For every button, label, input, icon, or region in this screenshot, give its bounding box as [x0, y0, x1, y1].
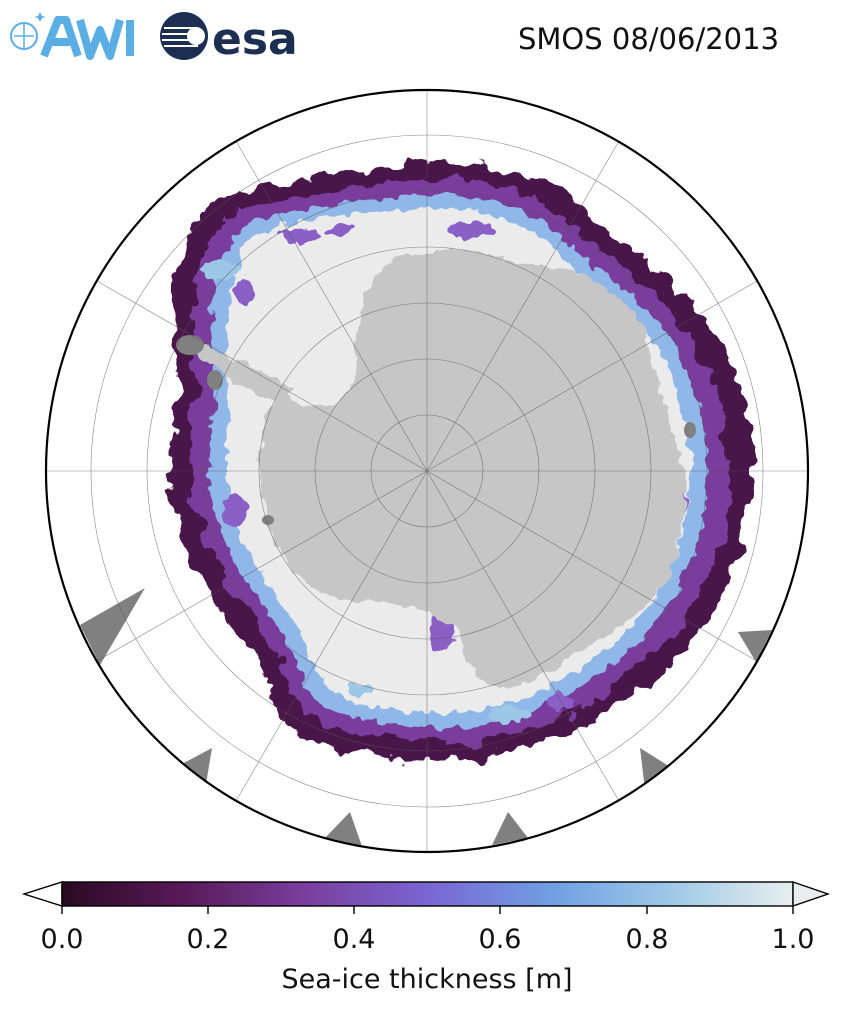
colorbar-tick-label: 0.8: [625, 924, 669, 955]
colorbar-tick-label: 0.4: [332, 924, 376, 955]
colorbar-tick-label: 0.6: [478, 924, 522, 955]
antarctica-land: [259, 249, 687, 689]
awi-logo: [10, 12, 134, 60]
graticule: [46, 90, 808, 852]
colorbar-tick-label: 0.0: [40, 924, 84, 955]
polar-map: [44, 88, 810, 854]
map-boundary: [44, 88, 810, 854]
map-title: SMOS 08/06/2013: [518, 22, 780, 56]
svg-text:esa: esa: [212, 14, 298, 62]
colorbar-tick-label: 1.0: [771, 924, 815, 955]
colorbar-tick-label: 0.2: [186, 924, 230, 955]
coast-missing-data: [176, 335, 696, 525]
logo-bar: esa: [10, 12, 298, 62]
antarctic-peninsula: [182, 335, 290, 402]
colorbar-extend-low: [21, 881, 63, 907]
esa-logo: esa: [160, 12, 298, 62]
colorbar-gradient: [61, 881, 794, 907]
colorbar-label: Sea-ice thickness [m]: [281, 964, 573, 995]
colorbar-ticks: [61, 906, 794, 914]
colorbar-extend-high: [792, 881, 831, 907]
colorbar: [21, 881, 831, 914]
